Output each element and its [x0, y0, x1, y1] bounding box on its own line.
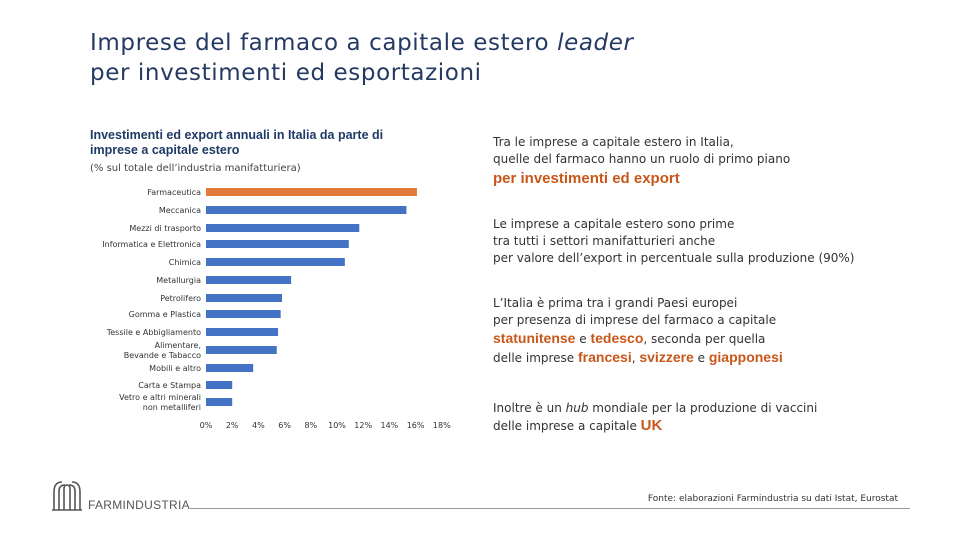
p3-hl-tedesco: tedesco [590, 330, 644, 346]
x-tick-label-6: 12% [354, 421, 372, 430]
category-label-0: Farmaceutica [147, 188, 201, 197]
category-label-4: Chimica [169, 258, 201, 267]
bar-7 [206, 310, 281, 318]
p3-e1: e [575, 332, 591, 346]
bar-9 [206, 346, 277, 354]
bar-4 [206, 258, 345, 266]
p3-rest: , seconda per quella [643, 332, 766, 346]
x-tick-label-9: 18% [433, 421, 451, 430]
source-note: Fonte: elaborazioni Farmindustria su dat… [647, 494, 898, 504]
title-line2: per investimenti ed esportazioni [90, 60, 482, 86]
bar-1 [206, 206, 407, 214]
x-tick-label-0: 0% [200, 421, 213, 430]
p3-hl-francesi: francesi [578, 349, 632, 365]
p2-line1: Le imprese a capitale estero sono prime [493, 217, 735, 231]
page-title: Imprese del farmaco a capitale estero le… [90, 28, 730, 88]
bar-0 [206, 188, 417, 196]
p4-hl-uk: UK [640, 417, 663, 434]
p3-hl-giapponesi: giapponesi [708, 349, 783, 365]
text-block-1: Tra le imprese a capitale estero in Ital… [493, 134, 933, 187]
p3-line3: statunitense e tedesco, seconda per quel… [493, 330, 933, 348]
category-label-7: Gomma e Plastica [129, 310, 201, 319]
p4-line2a: delle imprese a capitale [493, 419, 641, 433]
bar-2 [206, 224, 360, 232]
p4-hub: hub [565, 401, 589, 415]
p1-highlight: per investimenti ed export [493, 170, 680, 187]
x-tick-label-4: 8% [304, 421, 317, 430]
bar-10 [206, 364, 254, 372]
x-tick-label-7: 14% [381, 421, 399, 430]
bar-chart: Farmaceutica Meccanica Mezzi di trasporto I… [102, 188, 451, 430]
category-label-8: Tessile e Abbigliamento [106, 328, 201, 337]
p4-line2: delle imprese a capitale UK [493, 417, 933, 435]
bar-12 [206, 398, 233, 406]
category-label-10: Mobili e altro [149, 364, 201, 373]
p2-line2: tra tutti i settori manifatturieri anche [493, 234, 716, 248]
bar-5 [206, 276, 292, 284]
category-label-3: Informatica e Elettronica [102, 240, 201, 249]
farmindustria-logo-icon [52, 481, 82, 511]
p3-line4a: delle imprese [493, 351, 579, 365]
text-block-4: Inoltre è un hub mondiale per la produzi… [493, 400, 933, 435]
x-tick-label-3: 6% [278, 421, 291, 430]
text-block-2: Le imprese a capitale estero sono prime … [493, 216, 933, 267]
bar-11 [206, 381, 233, 389]
chart-title: Investimenti ed export annuali in Italia… [90, 128, 384, 157]
category-label-2: Mezzi di trasporto [129, 224, 201, 233]
p4-line1: Inoltre è un hub mondiale per la produzi… [493, 400, 933, 417]
category-label-9: Alimentare, Bevande e Tabacco [124, 341, 201, 360]
p2-line3: per valore dell’export in percentuale su… [493, 251, 855, 265]
p3-line2: per presenza di imprese del farmaco a ca… [493, 313, 777, 327]
p4-line1a: Inoltre è un [493, 401, 566, 415]
category-label-5: Metallurgia [156, 276, 201, 285]
category-label-12: Vetro e altri minerali non metalliferi [119, 393, 201, 412]
x-tick-label-2: 4% [252, 421, 265, 430]
x-tick-label-5: 10% [328, 421, 346, 430]
chart-subtitle: (% sul totale dell’industria manifatturi… [90, 163, 301, 174]
p3-hl-statunitense: statunitense [493, 330, 576, 346]
p3-line1: L’Italia è prima tra i grandi Paesi euro… [493, 296, 738, 310]
category-label-1: Meccanica [159, 206, 201, 215]
category-label-11: Carta e Stampa [138, 381, 201, 390]
x-tick-label-8: 16% [407, 421, 425, 430]
p4-line1b: mondiale per la produzione di vaccini [588, 401, 818, 415]
title-italic: leader [557, 30, 634, 56]
bar-3 [206, 240, 349, 248]
logo-text: FARMINDUSTRIA [88, 498, 190, 512]
p3-comma: , [631, 351, 640, 365]
p3-line4: delle imprese francesi, svizzere e giapp… [493, 349, 933, 367]
footer-divider [190, 508, 910, 509]
p1-line2: quelle del farmaco hanno un ruolo di pri… [493, 152, 791, 166]
text-block-3: L’Italia è prima tra i grandi Paesi euro… [493, 295, 933, 367]
title-part1: Imprese del farmaco a capitale estero [90, 30, 558, 56]
x-tick-label-1: 2% [226, 421, 239, 430]
p3-hl-svizzere: svizzere [639, 349, 694, 365]
category-label-6: Petrolifero [160, 294, 201, 303]
p1-line1: Tra le imprese a capitale estero in Ital… [493, 135, 734, 149]
bar-8 [206, 328, 279, 336]
p3-e2: e [693, 351, 709, 365]
bar-6 [206, 294, 282, 302]
